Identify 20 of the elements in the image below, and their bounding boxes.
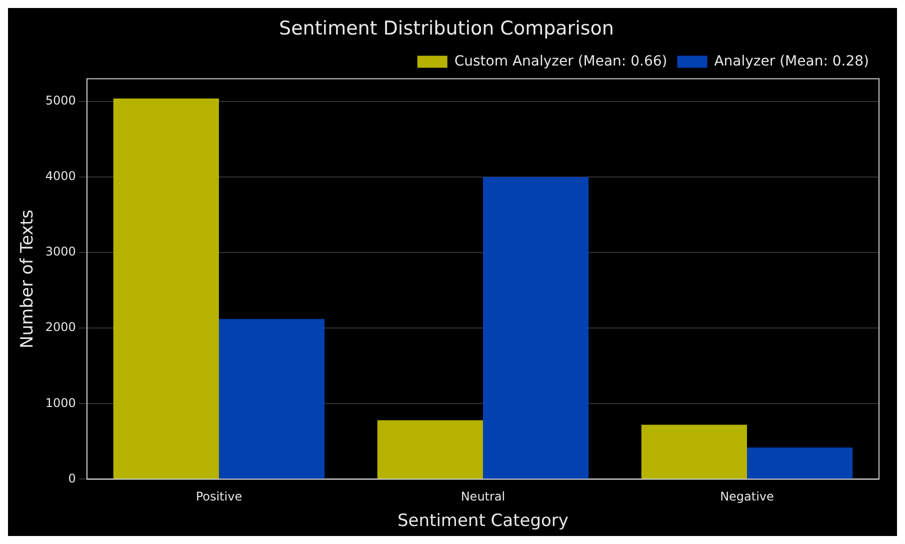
x-tick-label: Neutral bbox=[460, 490, 506, 504]
bar bbox=[218, 319, 325, 479]
y-axis-title: Number of Texts bbox=[18, 210, 38, 348]
chart-title: Sentiment Distribution Comparison bbox=[279, 17, 614, 40]
bar bbox=[113, 98, 219, 479]
bar bbox=[482, 177, 589, 479]
bar bbox=[746, 447, 853, 479]
y-tick-label: 1000 bbox=[45, 396, 76, 410]
legend-label: Analyzer (Mean: 0.28) bbox=[714, 53, 869, 70]
bar bbox=[641, 424, 747, 479]
y-tick-label: 0 bbox=[68, 471, 76, 486]
y-tick-label: 3000 bbox=[45, 244, 76, 259]
x-tick-label: Positive bbox=[196, 490, 242, 504]
x-axis-title: Sentiment Category bbox=[398, 511, 568, 532]
bar bbox=[377, 420, 483, 479]
legend-label: Custom Analyzer (Mean: 0.66) bbox=[454, 53, 668, 70]
x-tick-label: Negative bbox=[720, 490, 774, 504]
y-tick-label: 2000 bbox=[45, 320, 76, 334]
y-tick-label: 5000 bbox=[45, 94, 76, 108]
y-tick-label: 4000 bbox=[45, 169, 76, 184]
